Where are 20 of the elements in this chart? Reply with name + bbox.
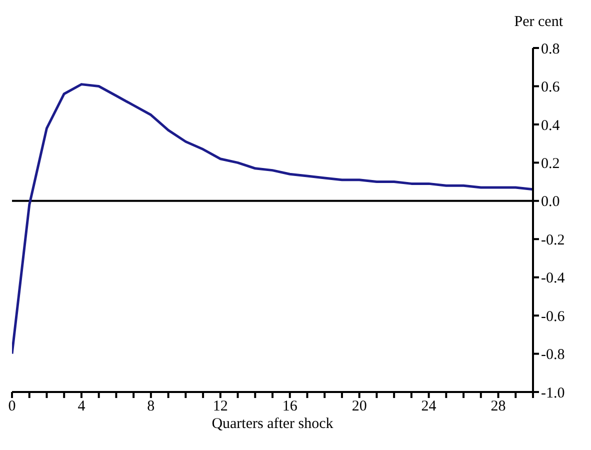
x-tick-label: 12 <box>212 398 228 415</box>
x-axis-title: Quarters after shock <box>212 416 334 432</box>
y-tick-label: 0.8 <box>541 41 560 58</box>
y-tick-label: -0.6 <box>541 308 566 325</box>
y-tick-label: 0.0 <box>541 194 560 210</box>
y-tick-label: -0.8 <box>541 347 565 364</box>
y-axis-title: Per cent <box>514 14 563 31</box>
y-tick-label: 0.2 <box>541 156 560 172</box>
x-tick-label: 16 <box>282 398 298 415</box>
y-tick-label: -0.4 <box>541 270 566 287</box>
x-tick-label: 4 <box>78 398 86 415</box>
x-tick-label: 24 <box>421 398 437 415</box>
y-tick-label: 0.6 <box>541 80 560 96</box>
x-tick-label: 8 <box>147 398 155 415</box>
y-tick-label: 0.4 <box>541 118 560 134</box>
x-tick-label: 28 <box>490 398 506 415</box>
x-tick-label: 0 <box>8 398 16 415</box>
y-tick-label: -1.0 <box>541 385 565 402</box>
y-tick-label: -0.2 <box>541 232 565 248</box>
x-tick-label: 20 <box>352 398 367 415</box>
